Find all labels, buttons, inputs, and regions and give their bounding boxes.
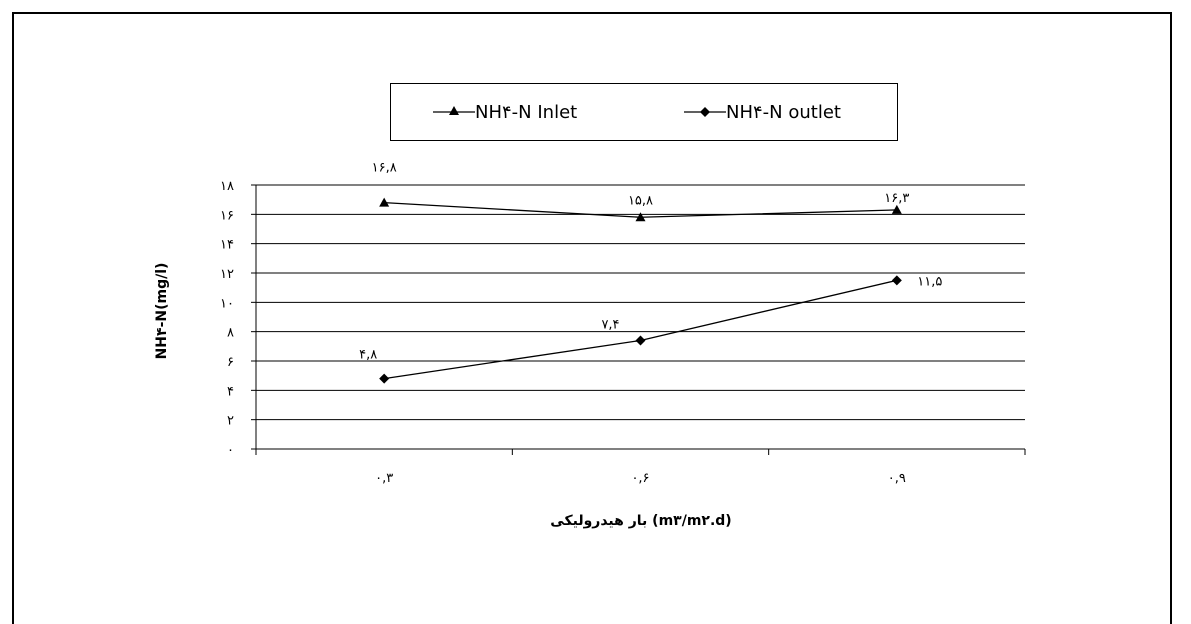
- y-tick-label: ۱۲: [220, 267, 234, 282]
- data-point-inlet: [891, 204, 902, 214]
- data-point-inlet: [635, 212, 646, 222]
- x-tick-label: ۰,۶: [631, 471, 649, 486]
- data-label: ۱۶,۳: [884, 191, 909, 206]
- data-point-inlet: [379, 197, 390, 207]
- y-tick-label: ۱۰: [220, 296, 234, 311]
- chart-legend: NH۴-N Inlet NH۴-N outlet: [390, 83, 898, 141]
- legend-label-outlet: NH۴-N outlet: [726, 101, 841, 123]
- data-label: ۴,۸: [359, 348, 377, 363]
- y-tick-label: ۱۴: [220, 238, 234, 253]
- data-point-outlet: [891, 275, 902, 286]
- data-labels: ۱۶,۸ ۱۵,۸ ۱۶,۳ ۴,۸ ۷,۴ ۱۱,۵: [359, 161, 942, 363]
- data-label: ۱۶,۸: [372, 161, 397, 176]
- x-tick-label: ۰,۳: [375, 471, 393, 486]
- data-point-outlet: [379, 373, 390, 384]
- legend-item-outlet: NH۴-N outlet: [684, 84, 841, 140]
- x-tick-label: ۰,۹: [888, 471, 906, 486]
- chart-frame: [12, 12, 1172, 624]
- y-tick-label: ۰: [227, 443, 234, 458]
- diamond-marker-icon: [684, 107, 726, 117]
- data-label: ۱۵,۸: [628, 193, 653, 208]
- series-line-outlet: [384, 279, 897, 380]
- triangle-marker-icon: [433, 106, 475, 115]
- y-tick-label: ۱۸: [220, 179, 234, 194]
- y-axis-title: NH۴-N(mg/l): [154, 263, 170, 360]
- series-layer: [379, 197, 902, 384]
- y-tick-label: ۶: [227, 355, 234, 370]
- gridlines: [256, 184, 1025, 421]
- tick-labels: ۰ ۲ ۴ ۶ ۸ ۱۰ ۱۲ ۱۴ ۱۶ ۱۸ ۰,۳ ۰,۶ ۰,۹: [220, 179, 906, 486]
- y-tick-label: ۴: [227, 384, 234, 399]
- axes: [251, 184, 1026, 455]
- x-axis-title: بار هیدرولیکی (m۳/m۲.d): [550, 513, 731, 529]
- y-tick-label: ۲: [227, 414, 234, 429]
- y-tick-label: ۸: [227, 326, 234, 341]
- data-label: ۱۱,۵: [917, 274, 942, 289]
- data-point-outlet: [635, 335, 646, 346]
- data-label: ۷,۴: [601, 317, 619, 332]
- legend-item-inlet: NH۴-N Inlet: [433, 84, 577, 140]
- legend-label-inlet: NH۴-N Inlet: [475, 101, 578, 123]
- y-tick-label: ۱۶: [220, 208, 234, 223]
